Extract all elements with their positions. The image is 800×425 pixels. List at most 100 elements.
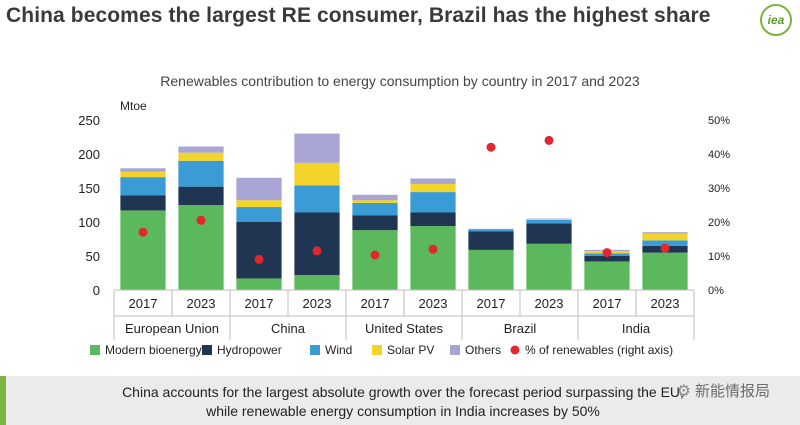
bar-wind [468, 229, 514, 232]
y-tick-label: 200 [78, 147, 100, 162]
bar-wind [236, 207, 282, 222]
bar-solar-pv [642, 233, 688, 241]
renewables-share-point [660, 243, 670, 253]
bar-modern-bioenergy [352, 230, 398, 290]
group-label: European Union [125, 321, 219, 336]
footer-banner: China accounts for the largest absolute … [0, 376, 800, 425]
y-tick-label: 250 [78, 113, 100, 128]
bar-hydropower [178, 186, 224, 205]
y-tick-label: 50 [86, 249, 100, 264]
x-tick-label: 2017 [477, 296, 506, 311]
legend-swatch [202, 345, 212, 355]
y2-tick-label: 50% [708, 115, 730, 127]
x-tick-label: 2023 [419, 296, 448, 311]
y-tick-label: 0 [93, 283, 100, 298]
renewables-share-point [196, 215, 206, 225]
chart-title: Renewables contribution to energy consum… [160, 73, 640, 89]
bar-wind [178, 160, 224, 187]
iea-logo: iea [760, 4, 792, 36]
footer-line-2: while renewable energy consumption in In… [206, 403, 600, 419]
group-label: Brazil [504, 321, 537, 336]
group-label: United States [365, 321, 444, 336]
bar-modern-bioenergy [294, 275, 340, 290]
bar-solar-pv [352, 200, 398, 203]
bar-others [294, 133, 340, 163]
legend-swatch [310, 345, 320, 355]
y-tick-label: 150 [78, 181, 100, 196]
bar-hydropower [352, 215, 398, 231]
x-tick-label: 2017 [593, 296, 622, 311]
bar-solar-pv [294, 162, 340, 186]
bar-hydropower [468, 231, 514, 250]
legend-swatch [90, 345, 100, 355]
x-tick-label: 2023 [187, 296, 216, 311]
renewables-chart: Renewables contribution to energy consum… [78, 73, 730, 357]
y-tick-label: 100 [78, 215, 100, 230]
bar-wind [410, 192, 456, 213]
x-tick-label: 2017 [129, 296, 158, 311]
bar-modern-bioenergy [526, 243, 572, 290]
y2-tick-label: 20% [708, 217, 730, 229]
renewables-share-point [428, 244, 438, 254]
x-tick-label: 2023 [303, 296, 332, 311]
bar-others [352, 194, 398, 201]
bar-hydropower [526, 223, 572, 244]
bar-modern-bioenergy [236, 278, 282, 290]
plot-area: 0 50 100 150 200 250 0% 10% 20% 30% 40% 50% 2017 2023… [78, 113, 730, 357]
x-tick-label: 2017 [245, 296, 274, 311]
bar-hydropower [410, 212, 456, 227]
renewables-share-point [312, 246, 322, 256]
group-label: China [271, 321, 306, 336]
bar-solar-pv [120, 171, 166, 178]
renewables-share-point [544, 135, 554, 145]
bar-wind [526, 219, 572, 224]
watermark: ⚙ 新能情报局 [677, 380, 770, 401]
legend-label: Others [465, 343, 501, 357]
bar-others [410, 178, 456, 184]
renewables-share-point [602, 248, 612, 258]
y2-tick-label: 40% [708, 149, 730, 161]
bar-wind [294, 185, 340, 213]
legend-label: % of renewables (right axis) [525, 343, 673, 357]
bar-modern-bioenergy [584, 261, 630, 290]
bar-solar-pv [236, 200, 282, 208]
y2-tick-label: 10% [708, 251, 730, 263]
bar-others [178, 146, 224, 153]
watermark-text: 新能情报局 [694, 383, 770, 400]
bar-hydropower [584, 256, 630, 262]
x-tick-label: 2017 [361, 296, 390, 311]
x-tick-label: 2023 [535, 296, 564, 311]
renewables-share-point [370, 250, 380, 260]
legend-marker [510, 345, 520, 355]
bar-hydropower [236, 222, 282, 279]
group-label: India [622, 321, 651, 336]
bar-wind [642, 240, 688, 246]
slide-title: China becomes the largest RE consumer, B… [6, 4, 711, 27]
bar-hydropower [294, 212, 340, 276]
bar-others [468, 228, 514, 230]
bar-solar-pv [410, 183, 456, 193]
bar-modern-bioenergy [410, 226, 456, 290]
chart-panel: Renewables contribution to energy consum… [2, 42, 798, 370]
bar-modern-bioenergy [642, 252, 688, 290]
bar-others [236, 177, 282, 201]
bar-wind [120, 177, 166, 196]
legend-label: Wind [325, 343, 352, 357]
bar-others [526, 218, 572, 220]
bar-modern-bioenergy [120, 210, 166, 290]
bar-others [642, 232, 688, 234]
bar-hydropower [120, 195, 166, 211]
bar-solar-pv [178, 152, 224, 161]
legend-swatch [372, 345, 382, 355]
legend-label: Hydropower [217, 343, 282, 357]
wechat-icon: ⚙ [676, 382, 691, 400]
legend-label: Modern bioenergy [105, 343, 202, 357]
bar-modern-bioenergy [468, 249, 514, 290]
renewables-share-point [486, 142, 496, 152]
y-axis-label: Mtoe [120, 99, 147, 113]
y2-tick-label: 0% [708, 285, 724, 297]
bar-solar-pv [526, 219, 572, 220]
renewables-share-point [254, 254, 264, 264]
y2-tick-label: 30% [708, 183, 730, 195]
footer-line-1: China accounts for the largest absolute … [122, 384, 684, 400]
